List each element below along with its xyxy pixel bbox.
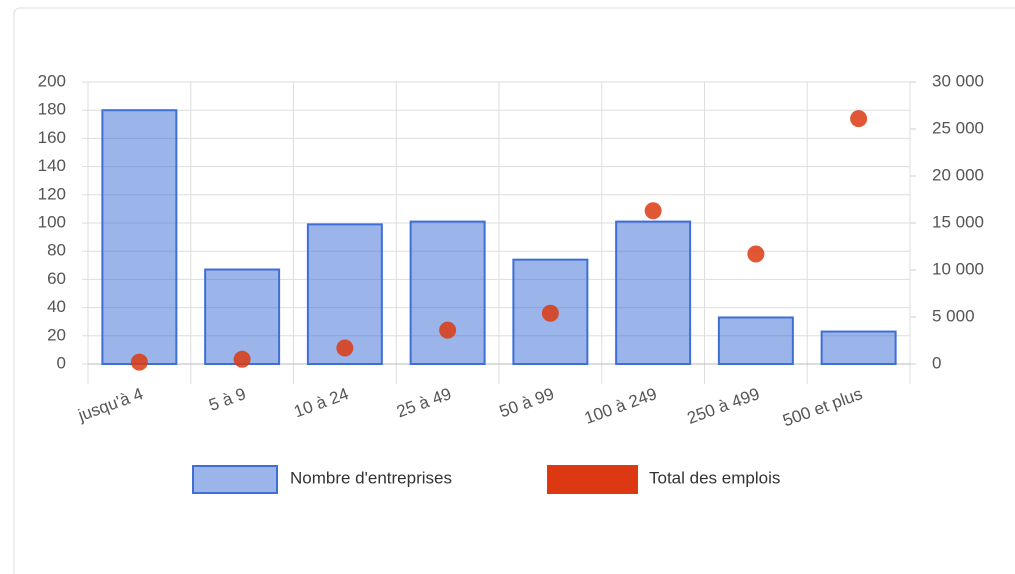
y-tick-label: 80: [47, 241, 66, 260]
legend-swatch: [192, 465, 278, 494]
y2-tick-label: 30 000: [932, 71, 984, 90]
bar: [615, 220, 692, 365]
bar: [204, 268, 281, 365]
point: [130, 353, 148, 371]
y2-tick-label: 20 000: [932, 165, 984, 184]
bar: [820, 330, 897, 366]
y-tick-label: 40: [47, 297, 66, 316]
bar: [717, 316, 794, 365]
y-tick-label: 0: [57, 353, 66, 372]
y-tick-label: 160: [38, 128, 66, 147]
y2-tick-label: 10 000: [932, 259, 984, 278]
point: [336, 339, 354, 357]
bar: [101, 109, 178, 365]
point: [233, 350, 251, 368]
y-tick-label: 180: [38, 100, 66, 119]
point: [850, 110, 868, 128]
point: [541, 304, 559, 322]
point: [644, 202, 662, 220]
y-tick-label: 100: [38, 212, 66, 231]
y-tick-label: 200: [38, 71, 66, 90]
y2-tick-label: 0: [932, 353, 941, 372]
y2-tick-label: 25 000: [932, 118, 984, 137]
y-tick-label: 60: [47, 269, 66, 288]
legend-swatch: [547, 465, 638, 494]
point: [747, 245, 765, 263]
y-tick-label: 140: [38, 156, 66, 175]
legend-text: Total des emplois: [649, 468, 780, 487]
bar: [409, 220, 486, 365]
legend-text: Nombre d'entreprises: [290, 468, 452, 487]
point: [439, 321, 457, 339]
y-tick-label: 20: [47, 325, 66, 344]
y2-tick-label: 15 000: [932, 212, 984, 231]
y2-tick-label: 5 000: [932, 306, 975, 325]
y-tick-label: 120: [38, 184, 66, 203]
